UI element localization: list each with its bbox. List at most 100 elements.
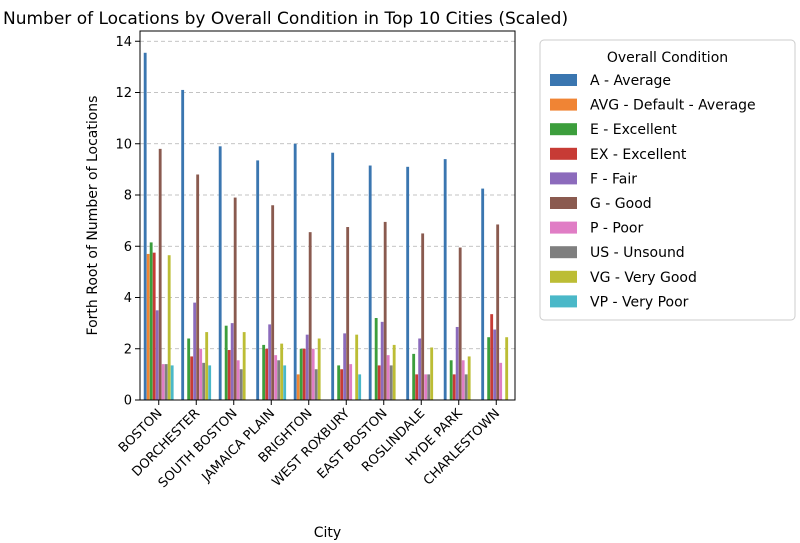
bar	[299, 348, 303, 400]
legend-swatch	[550, 98, 577, 111]
bar	[386, 355, 390, 400]
bar	[493, 329, 497, 400]
y-tick-label: 14	[115, 35, 132, 50]
bar	[196, 174, 200, 400]
legend-title: Overall Condition	[607, 50, 728, 66]
bar	[430, 347, 434, 400]
bar	[452, 374, 456, 400]
y-axis-ticks: 0 2 4 6 8 10 12 14	[115, 35, 140, 409]
bar	[340, 369, 344, 400]
y-tick-label: 2	[124, 342, 132, 357]
bar	[455, 326, 459, 400]
bar	[374, 318, 378, 400]
legend-box	[539, 39, 796, 321]
bar	[256, 160, 260, 400]
bar	[346, 227, 350, 400]
bar	[170, 365, 174, 400]
bar	[421, 233, 425, 400]
bar	[233, 197, 237, 400]
bar	[262, 344, 266, 400]
bar	[389, 365, 393, 400]
bar	[358, 374, 362, 400]
bar	[193, 302, 197, 400]
bar	[190, 356, 194, 400]
legend-label: F - Fair	[590, 171, 637, 187]
legend-label: P - Poor	[590, 221, 643, 237]
legend-swatch	[550, 74, 577, 86]
legend-label: EX - Excellent	[590, 147, 687, 163]
bar	[380, 321, 384, 400]
bar	[155, 310, 159, 400]
bar	[149, 242, 153, 400]
bar	[427, 374, 431, 400]
legend-label: VP - Very Poor	[590, 294, 689, 310]
bar	[302, 348, 306, 400]
bar	[311, 348, 315, 400]
legend-label: G - Good	[590, 196, 652, 212]
bar	[224, 325, 228, 400]
bar	[167, 255, 171, 400]
legend-swatch	[550, 295, 577, 308]
bar	[230, 323, 234, 400]
bar	[293, 143, 297, 400]
legend-label: US - Unsound	[590, 245, 685, 261]
bars	[143, 52, 509, 400]
bar	[368, 165, 372, 400]
bar	[406, 166, 410, 400]
bar	[161, 364, 165, 400]
bar	[424, 374, 428, 400]
chart-title: Number of Locations by Overall Condition…	[3, 9, 568, 29]
bar	[377, 365, 381, 400]
legend-label: E - Excellent	[590, 122, 677, 138]
bar	[158, 148, 162, 400]
legend-label: A - Average	[590, 73, 671, 89]
bar	[146, 253, 150, 400]
bar	[418, 338, 422, 400]
y-tick-label: 8	[124, 189, 132, 204]
bar	[202, 362, 206, 400]
bar	[331, 152, 335, 400]
bar	[317, 338, 321, 400]
bar	[277, 360, 281, 400]
legend-items: A - Average AVG - Default - Average E - Ex…	[550, 73, 756, 310]
bar	[305, 334, 309, 400]
bar	[467, 356, 471, 400]
y-tick-label: 4	[124, 291, 132, 306]
y-tick-label: 6	[124, 240, 132, 255]
bar	[239, 369, 243, 400]
y-tick-label: 12	[115, 86, 132, 101]
bar	[392, 344, 396, 400]
bar	[227, 350, 231, 400]
bar	[383, 221, 387, 400]
legend-label: AVG - Default - Average	[590, 98, 756, 114]
bar	[296, 374, 300, 400]
bar	[181, 89, 185, 400]
bar	[208, 365, 212, 400]
legend-swatch	[550, 172, 577, 185]
bar	[461, 360, 465, 400]
bar	[236, 360, 240, 400]
bar	[355, 334, 359, 400]
y-axis-label: Forth Root of Number of Locations	[85, 96, 101, 336]
bar	[490, 314, 494, 400]
bar	[199, 348, 203, 400]
bar	[143, 52, 147, 400]
bar	[271, 205, 275, 400]
legend-swatch	[550, 123, 577, 136]
y-tick-label: 10	[115, 137, 132, 152]
bar	[505, 337, 509, 400]
legend-swatch	[550, 246, 577, 259]
bar	[412, 353, 416, 400]
plot-frame	[139, 30, 516, 401]
bar	[314, 369, 318, 400]
legend-swatch	[550, 221, 577, 234]
bar	[337, 365, 341, 400]
bar	[499, 362, 503, 400]
bar	[349, 364, 353, 400]
bar	[280, 343, 284, 400]
legend-swatch	[550, 147, 577, 160]
bar	[152, 252, 156, 400]
bar	[487, 337, 491, 400]
